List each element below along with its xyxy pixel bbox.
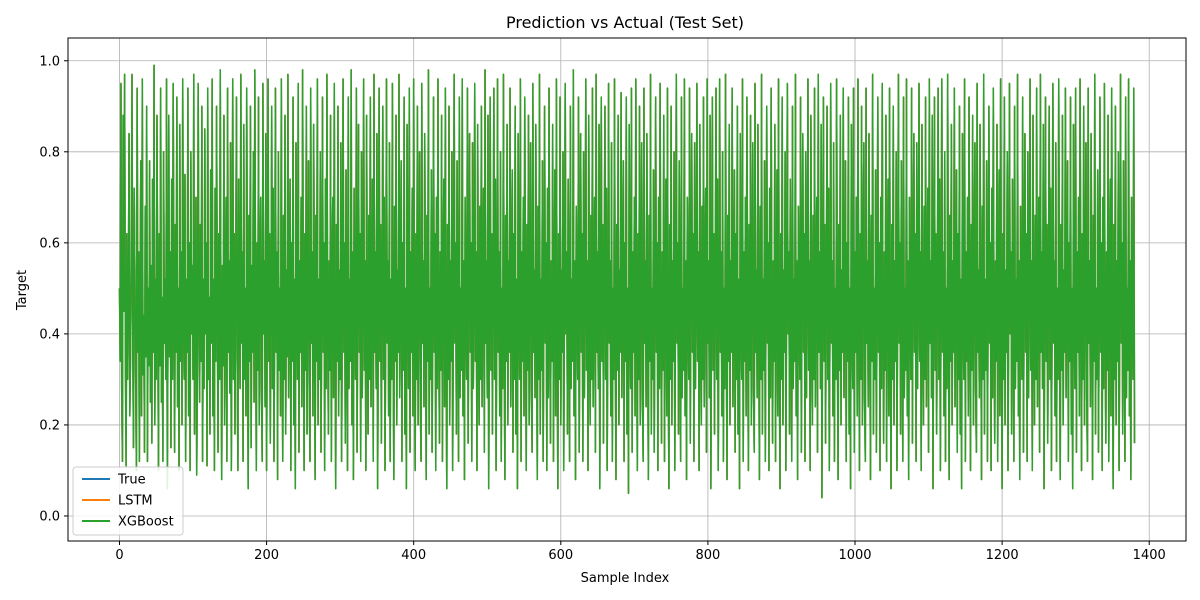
legend-label-lstm: LSTM xyxy=(118,494,153,509)
legend-label-true: True xyxy=(117,473,146,488)
y-tick-label: 0.2 xyxy=(39,418,60,433)
y-tick-label: 0.6 xyxy=(39,236,60,251)
plot-frame xyxy=(67,37,1187,542)
x-tick-label: 200 xyxy=(254,548,279,563)
y-tick-label: 0.4 xyxy=(39,327,60,342)
x-axis-label: Sample Index xyxy=(581,571,670,586)
x-tick-label: 1000 xyxy=(838,548,871,563)
y-tick-label: 1.0 xyxy=(39,54,60,69)
chart-title: Prediction vs Actual (Test Set) xyxy=(506,13,744,32)
y-axis-label: Target xyxy=(15,270,30,311)
x-tick-label: 600 xyxy=(548,548,573,563)
y-tick-label: 0.8 xyxy=(39,145,60,160)
series-line-xgboost xyxy=(118,64,1136,499)
x-tick-label: 1200 xyxy=(986,548,1019,563)
x-tick-label: 800 xyxy=(695,548,720,563)
legend: True LSTM XGBoost xyxy=(72,466,184,536)
x-tick-label: 1400 xyxy=(1133,548,1166,563)
series-layer xyxy=(118,64,1136,499)
x-tick-label: 0 xyxy=(115,548,123,563)
legend-box xyxy=(72,466,184,536)
y-tick-label: 0.0 xyxy=(39,509,60,524)
x-tick-label: 400 xyxy=(401,548,426,563)
ticks-layer: 0 200 400 600 800 1000 1200 1400 0.0 0.2 0.4 0.6 0.8… xyxy=(39,54,1165,563)
legend-label-xgboost: XGBoost xyxy=(118,515,174,530)
